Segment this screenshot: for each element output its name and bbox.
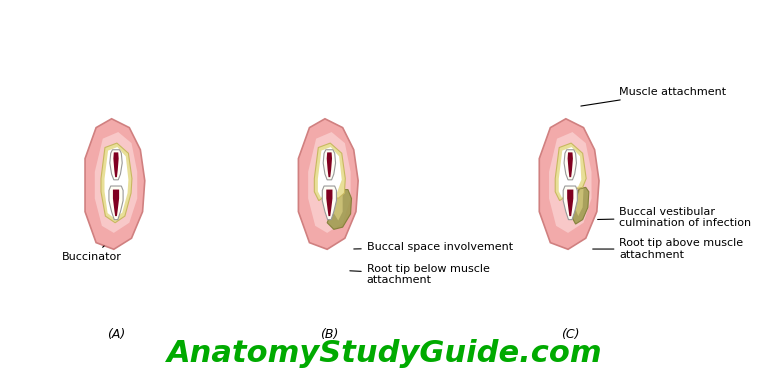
Text: Buccinator: Buccinator bbox=[62, 246, 122, 262]
Text: AnatomyStudyGuide.com: AnatomyStudyGuide.com bbox=[167, 339, 602, 368]
Polygon shape bbox=[85, 119, 145, 249]
Polygon shape bbox=[555, 143, 586, 201]
Text: Buccal space involvement: Buccal space involvement bbox=[353, 242, 513, 252]
Polygon shape bbox=[576, 189, 583, 216]
Polygon shape bbox=[540, 119, 599, 249]
Polygon shape bbox=[559, 147, 581, 198]
Polygon shape bbox=[113, 190, 119, 216]
Polygon shape bbox=[326, 190, 332, 216]
Polygon shape bbox=[109, 150, 122, 180]
Text: Muscle attachment: Muscle attachment bbox=[581, 87, 726, 106]
Polygon shape bbox=[327, 152, 332, 177]
Polygon shape bbox=[568, 152, 573, 177]
Polygon shape bbox=[308, 132, 350, 233]
Polygon shape bbox=[105, 147, 128, 219]
Polygon shape bbox=[333, 187, 343, 220]
Text: Root tip above muscle
attachment: Root tip above muscle attachment bbox=[593, 238, 744, 260]
Polygon shape bbox=[317, 147, 342, 198]
Polygon shape bbox=[95, 132, 138, 233]
Text: Buccal vestibular
culmination of infection: Buccal vestibular culmination of infecti… bbox=[597, 207, 752, 229]
Polygon shape bbox=[564, 150, 576, 180]
Polygon shape bbox=[572, 187, 589, 224]
Polygon shape bbox=[104, 145, 129, 222]
Polygon shape bbox=[314, 143, 346, 201]
Polygon shape bbox=[322, 186, 336, 220]
Polygon shape bbox=[563, 186, 577, 220]
Polygon shape bbox=[101, 143, 132, 223]
Polygon shape bbox=[558, 145, 583, 194]
Text: (A): (A) bbox=[107, 328, 125, 341]
Polygon shape bbox=[323, 150, 335, 180]
Polygon shape bbox=[299, 119, 358, 249]
Polygon shape bbox=[327, 190, 351, 229]
Text: (B): (B) bbox=[320, 328, 339, 341]
Polygon shape bbox=[113, 152, 119, 177]
Polygon shape bbox=[317, 145, 343, 198]
Text: Root tip below muscle
attachment: Root tip below muscle attachment bbox=[350, 264, 490, 285]
Polygon shape bbox=[109, 186, 123, 220]
Polygon shape bbox=[567, 190, 573, 216]
Polygon shape bbox=[549, 132, 591, 233]
Text: (C): (C) bbox=[561, 328, 579, 341]
